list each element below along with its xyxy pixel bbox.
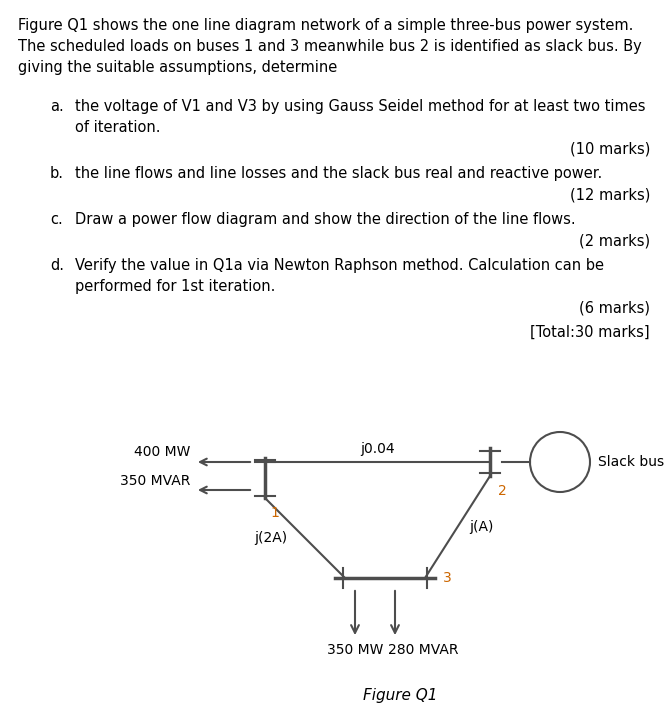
Text: Slack bus: Slack bus [598, 455, 664, 469]
Text: [Total:30 marks]: [Total:30 marks] [530, 325, 650, 340]
Text: c.: c. [50, 212, 63, 227]
Text: b.: b. [50, 166, 64, 181]
Text: Figure Q1: Figure Q1 [363, 688, 438, 703]
Text: a.: a. [50, 99, 63, 114]
Text: giving the suitable assumptions, determine: giving the suitable assumptions, determi… [18, 60, 337, 75]
Text: the voltage of V1 and V3 by using Gauss Seidel method for at least two times: the voltage of V1 and V3 by using Gauss … [75, 99, 645, 114]
Text: 280 MVAR: 280 MVAR [387, 643, 458, 657]
Text: (12 marks): (12 marks) [570, 187, 650, 202]
Text: Figure Q1 shows the one line diagram network of a simple three-bus power system.: Figure Q1 shows the one line diagram net… [18, 18, 633, 33]
Text: 350 MW: 350 MW [327, 643, 383, 657]
Text: (6 marks): (6 marks) [579, 300, 650, 315]
Text: Verify the value in Q1a via Newton Raphson method. Calculation can be: Verify the value in Q1a via Newton Raphs… [75, 258, 604, 273]
Text: 1: 1 [270, 506, 279, 520]
Text: the line flows and line losses and the slack bus real and reactive power.: the line flows and line losses and the s… [75, 166, 603, 181]
Text: 3: 3 [443, 571, 452, 585]
Text: 400 MW: 400 MW [134, 445, 190, 459]
Text: The scheduled loads on buses 1 and 3 meanwhile bus 2 is identified as slack bus.: The scheduled loads on buses 1 and 3 mea… [18, 39, 642, 54]
Text: j(2A): j(2A) [254, 531, 287, 545]
Text: 350 MVAR: 350 MVAR [120, 474, 190, 488]
Text: d.: d. [50, 258, 64, 273]
Text: (10 marks): (10 marks) [570, 141, 650, 156]
Text: Draw a power flow diagram and show the direction of the line flows.: Draw a power flow diagram and show the d… [75, 212, 576, 227]
Text: j0.04: j0.04 [360, 442, 395, 456]
Text: performed for 1st iteration.: performed for 1st iteration. [75, 279, 275, 294]
Text: 2: 2 [498, 484, 507, 498]
Text: of iteration.: of iteration. [75, 120, 160, 135]
Text: j(A): j(A) [470, 520, 494, 534]
Text: (2 marks): (2 marks) [579, 233, 650, 248]
